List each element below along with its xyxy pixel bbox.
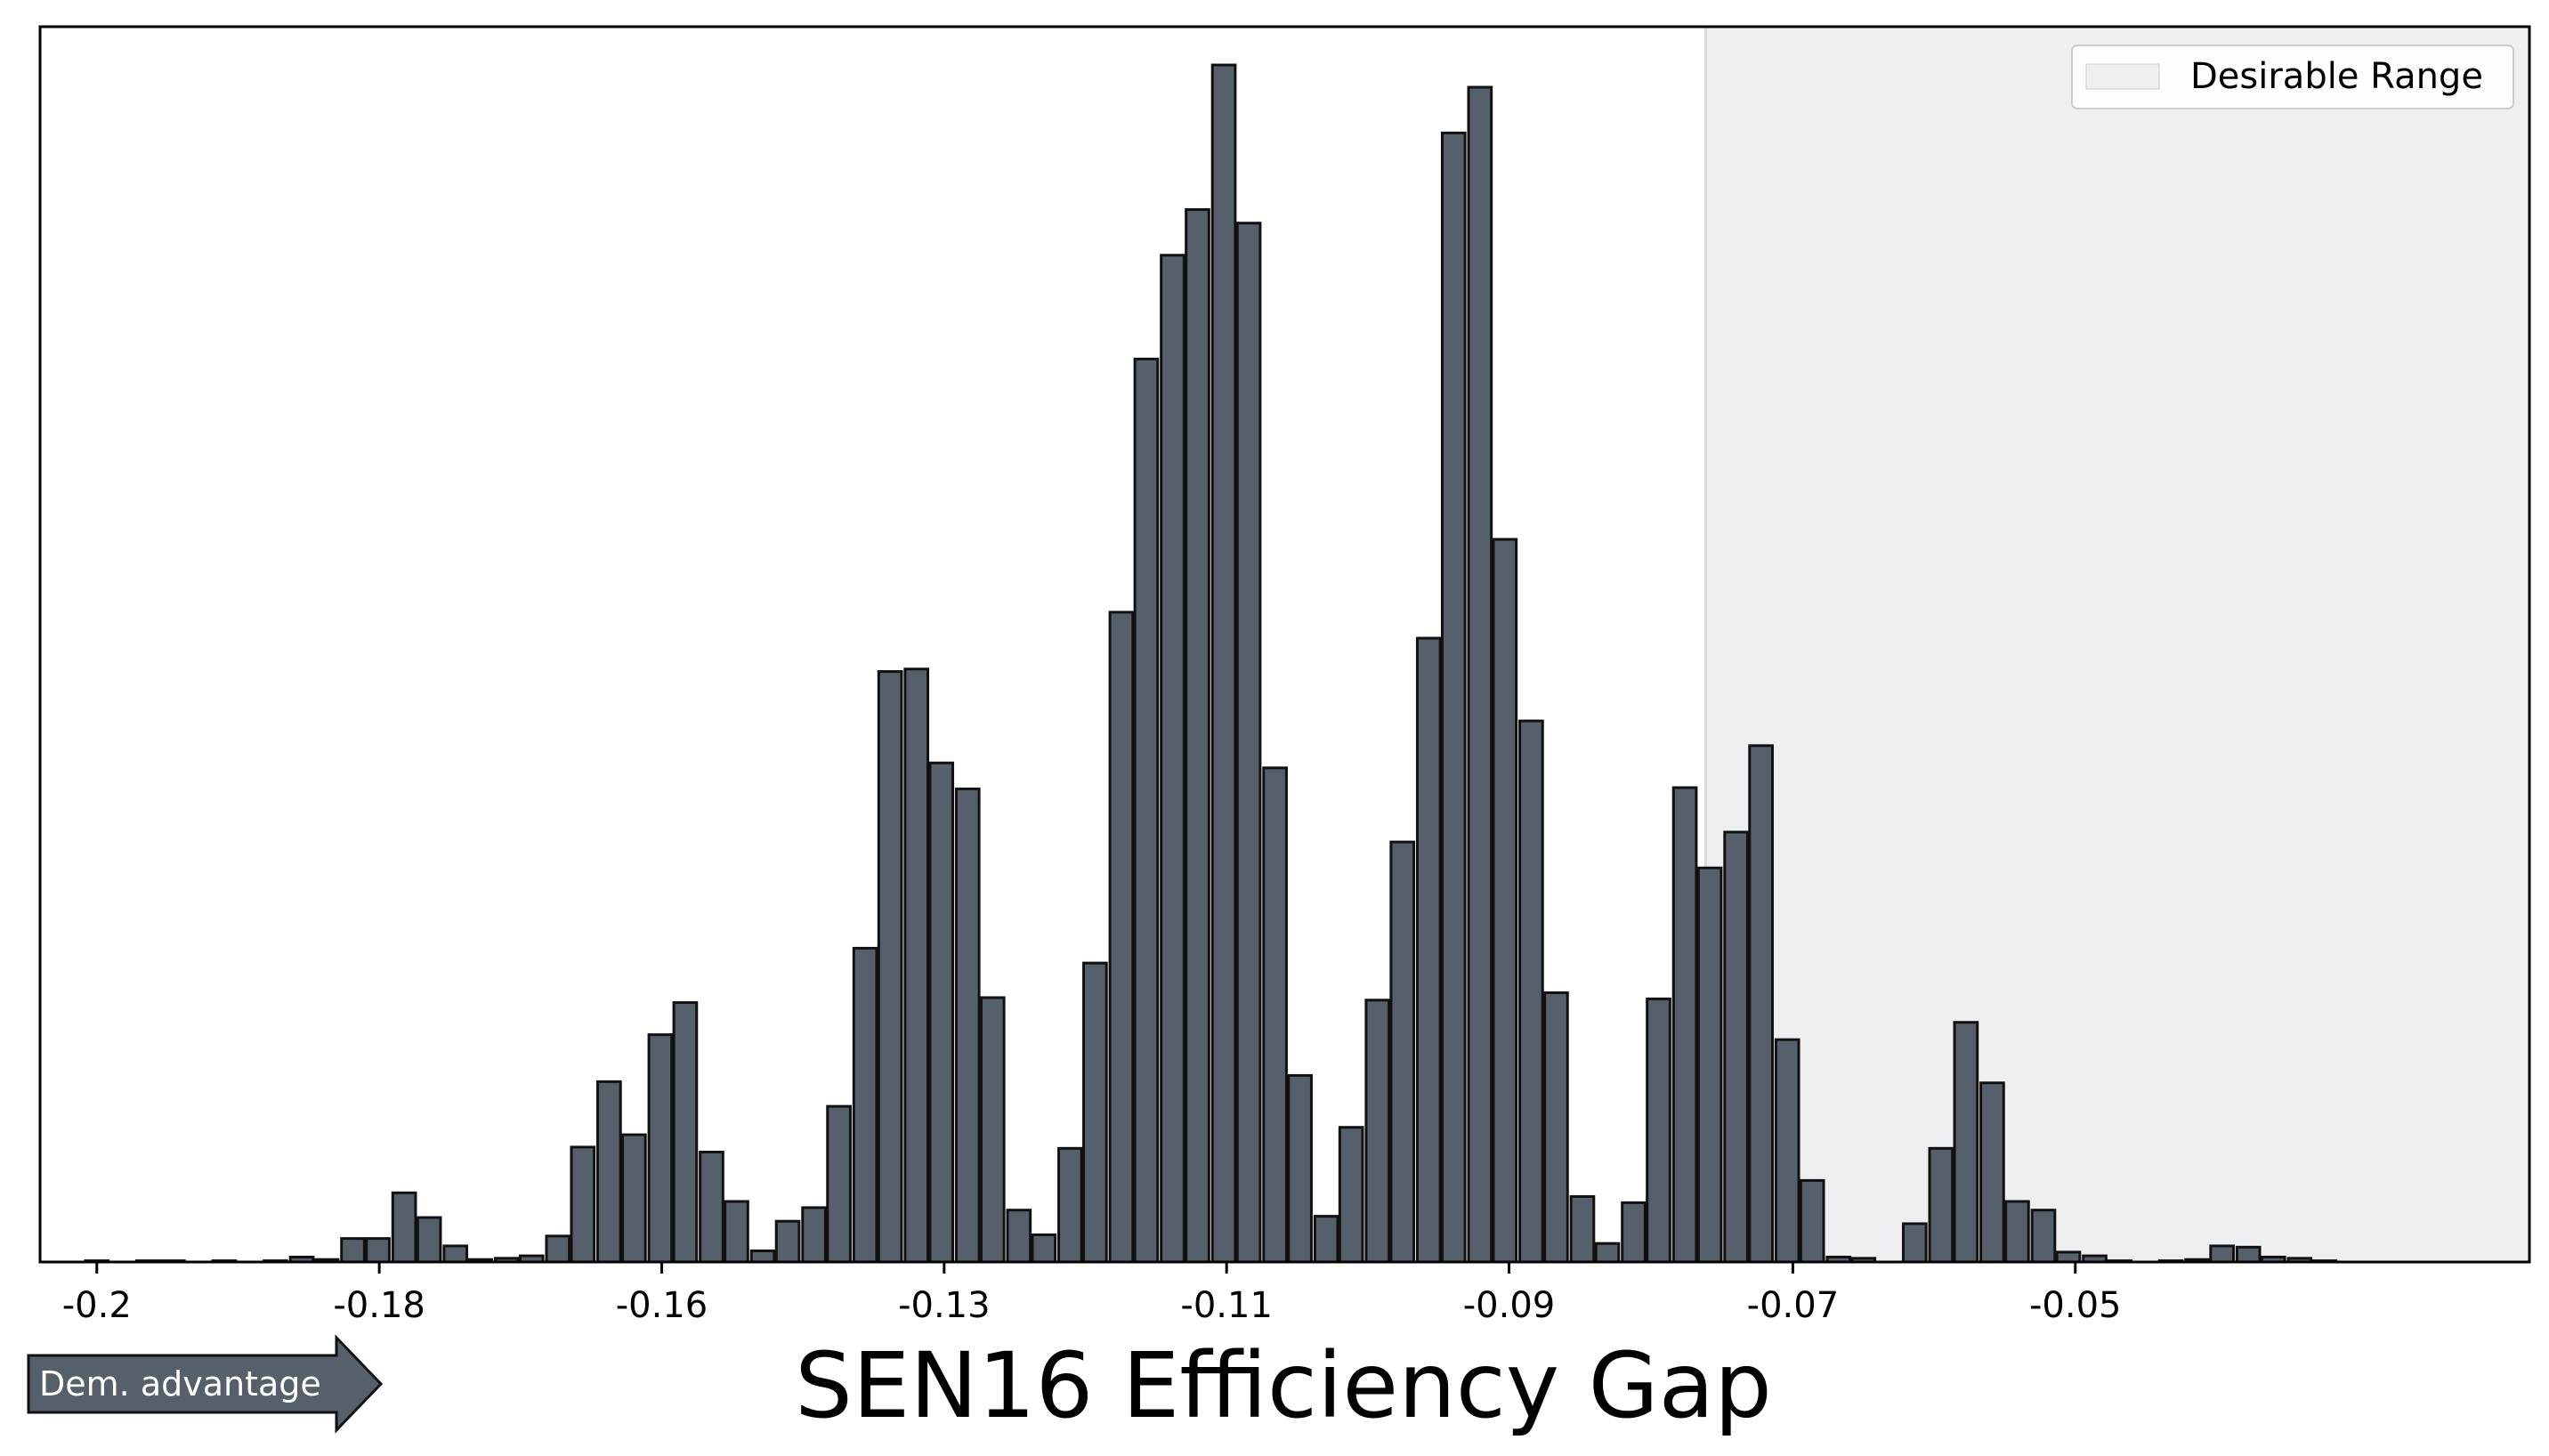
histogram-bar bbox=[1774, 1038, 1800, 1264]
histogram-bar bbox=[1979, 1081, 2005, 1264]
histogram-bar bbox=[1235, 222, 1262, 1264]
histogram-bar bbox=[954, 787, 981, 1264]
histogram-bar bbox=[1799, 1178, 1825, 1264]
x-tick-label: -0.13 bbox=[898, 1285, 991, 1326]
histogram-bar bbox=[1210, 63, 1237, 1264]
histogram-bar bbox=[1364, 999, 1391, 1264]
histogram-bar bbox=[1133, 357, 1160, 1264]
histogram-bar bbox=[391, 1191, 417, 1264]
x-tick-label: -0.2 bbox=[62, 1285, 132, 1326]
histogram-bar bbox=[647, 1033, 674, 1264]
histogram-bar bbox=[1006, 1209, 1032, 1264]
histogram-bar bbox=[774, 1219, 801, 1264]
histogram-bar bbox=[801, 1206, 827, 1264]
histogram-bar bbox=[1262, 766, 1288, 1264]
histogram-bar bbox=[2055, 1250, 2082, 1264]
histogram-bar bbox=[826, 1104, 852, 1264]
histogram-bar bbox=[699, 1150, 724, 1264]
arrow-label: Dem. advantage bbox=[39, 1364, 321, 1403]
histogram-bar bbox=[570, 1145, 596, 1264]
histogram-bar bbox=[1901, 1222, 1928, 1264]
x-axis: -0.2 -0.18 -0.16 -0.13 -0.11 -0.09 -0.07 -0.05 bbox=[62, 1262, 2122, 1326]
histogram-bar bbox=[1569, 1194, 1596, 1264]
histogram-bar bbox=[2004, 1200, 2030, 1264]
histogram-bar bbox=[1723, 830, 1749, 1264]
histogram-bar bbox=[1696, 866, 1723, 1264]
histogram-bar bbox=[442, 1244, 469, 1264]
histogram-bar bbox=[1621, 1201, 1647, 1264]
histogram-bar bbox=[979, 996, 1006, 1264]
histogram-bar bbox=[724, 1200, 749, 1264]
plot-frame bbox=[38, 25, 2531, 1264]
desirable-range-region bbox=[1705, 27, 2529, 1262]
histogram-bar bbox=[1671, 786, 1698, 1264]
histogram-bar bbox=[1389, 840, 1416, 1264]
histogram-bar bbox=[416, 1216, 442, 1264]
histogram-bar bbox=[2235, 1245, 2262, 1264]
histogram-bar bbox=[1057, 1146, 1083, 1264]
legend: Desirable Range bbox=[2071, 44, 2514, 109]
legend-box bbox=[2071, 44, 2514, 109]
histogram-bar bbox=[672, 1001, 699, 1264]
histogram-bars bbox=[84, 63, 2338, 1264]
histogram-bar bbox=[1415, 636, 1442, 1264]
x-tick-label: -0.05 bbox=[2029, 1285, 2122, 1326]
histogram-bar bbox=[621, 1133, 647, 1264]
x-axis-label: SEN16 Efficiency Gap bbox=[795, 1333, 1772, 1439]
x-tick-label: -0.16 bbox=[616, 1285, 708, 1326]
dem-advantage-arrow: Dem. advantage bbox=[27, 1334, 384, 1434]
histogram-bar bbox=[1748, 744, 1774, 1264]
x-tick-label: -0.07 bbox=[1747, 1285, 1840, 1326]
histogram-bar bbox=[928, 761, 955, 1264]
histogram-bar bbox=[1543, 991, 1569, 1264]
histogram-bar bbox=[1440, 131, 1467, 1264]
histogram-bar bbox=[1594, 1242, 1621, 1264]
histogram-bar bbox=[1185, 207, 1210, 1264]
histogram-bar bbox=[1160, 254, 1185, 1264]
histogram-bar bbox=[596, 1080, 622, 1264]
histogram-bar bbox=[1953, 1021, 1979, 1264]
histogram-bar bbox=[2030, 1209, 2057, 1264]
x-tick-label: -0.09 bbox=[1463, 1285, 1556, 1326]
histogram-bar bbox=[1313, 1215, 1339, 1264]
histogram-bar bbox=[903, 667, 930, 1264]
histogram-bar bbox=[1287, 1073, 1313, 1264]
histogram-bar bbox=[545, 1234, 571, 1264]
x-tick-label: -0.18 bbox=[333, 1285, 425, 1326]
histogram-bar bbox=[340, 1237, 366, 1264]
histogram-bar bbox=[1108, 611, 1135, 1264]
histogram-bar bbox=[2209, 1244, 2235, 1264]
histogram-bar bbox=[877, 670, 903, 1264]
histogram-bar bbox=[749, 1250, 776, 1264]
histogram-bar bbox=[1928, 1146, 1954, 1264]
histogram-bar bbox=[1646, 997, 1671, 1264]
histogram-bar bbox=[852, 946, 878, 1264]
x-tick-label: -0.11 bbox=[1180, 1285, 1273, 1326]
histogram-bar bbox=[1467, 85, 1493, 1264]
histogram-bar bbox=[1338, 1126, 1364, 1264]
arrow-shape bbox=[27, 1334, 384, 1434]
histogram-bar bbox=[1492, 538, 1518, 1264]
legend-label-desirable-range: Desirable Range bbox=[2190, 56, 2483, 97]
histogram-bar bbox=[1082, 961, 1108, 1264]
histogram-bar bbox=[1031, 1233, 1057, 1264]
legend-swatch bbox=[2085, 63, 2160, 90]
histogram-bar bbox=[365, 1237, 391, 1264]
histogram-bar bbox=[1518, 719, 1544, 1264]
